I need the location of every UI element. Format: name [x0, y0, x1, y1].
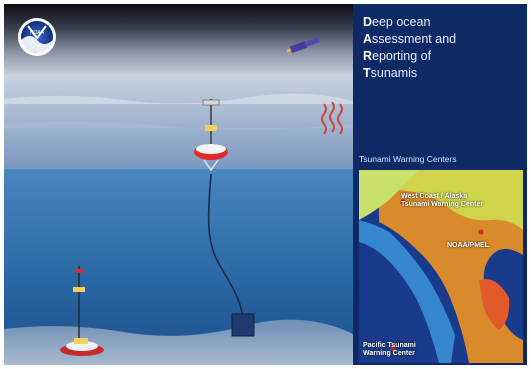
surface-buoy-icon [194, 99, 228, 172]
pacific-label: Pacific Tsunami Warning Center [363, 342, 416, 357]
west-coast-label: West Coast / Alaska Tsunami Warning Cent… [401, 193, 484, 208]
pmel-marker [478, 229, 484, 235]
pmel-label: NOAA/PMEL [447, 242, 489, 249]
dart-title: Deep ocean Assessment and Reporting of T… [363, 15, 457, 80]
ocean-scene-svg: NOAA [4, 4, 353, 365]
satellite-icon [286, 37, 320, 54]
warning-centers-heading: Tsunami Warning Centers [359, 154, 457, 164]
ocean-scene: NOAA [4, 4, 353, 365]
mooring-line [207, 173, 243, 317]
noaa-logo: NOAA [18, 18, 56, 56]
sea-surface [4, 74, 353, 169]
pacific-map-svg [359, 170, 523, 363]
illustration-frame: NOAA Deep ocean Assessment and Reporting… [4, 4, 527, 365]
pacific-marker [390, 345, 396, 351]
signal-waves-icon [321, 101, 343, 135]
west-coast-marker [400, 199, 406, 205]
bottom-pressure-recorder-icon [60, 266, 104, 356]
info-panel: Deep ocean Assessment and Reporting of T… [353, 4, 527, 365]
svg-text:NOAA: NOAA [30, 30, 45, 36]
pacific-map: West Coast / Alaska Tsunami Warning Cent… [359, 170, 523, 363]
sky [4, 4, 353, 74]
anchor-block [231, 313, 255, 337]
